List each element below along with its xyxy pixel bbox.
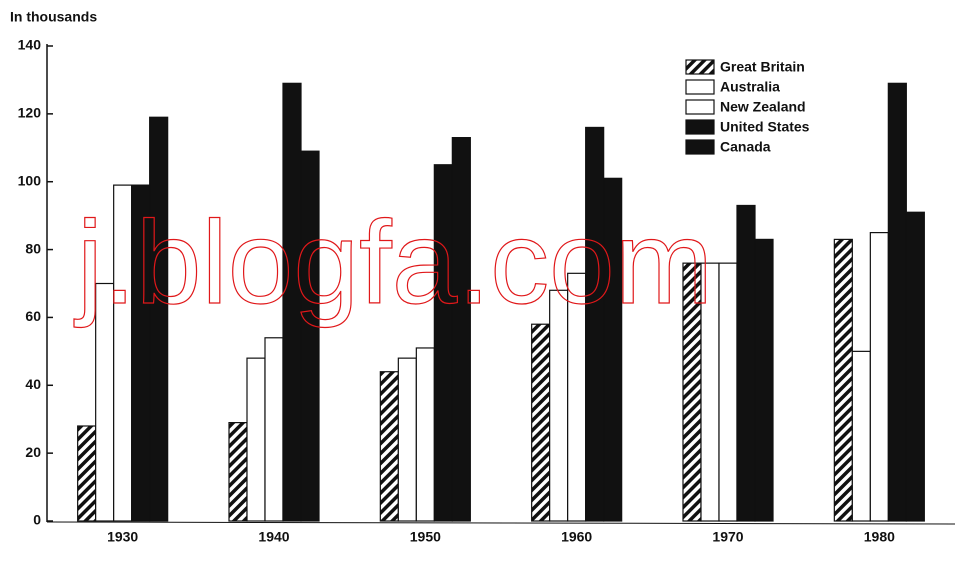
bar [736,204,756,522]
x-tick-label: 1960 [561,529,592,545]
bar [754,238,774,522]
legend-swatch [685,59,715,75]
y-axis-label: In thousands [10,9,97,25]
y-tick-label: 120 [18,105,42,121]
x-tick-label: 1930 [107,529,138,545]
bar [77,425,97,522]
legend-swatch [685,79,715,95]
bar [149,116,169,522]
bar [228,422,248,522]
legend-label: Canada [720,139,771,155]
bar [264,337,284,522]
bar [851,350,871,522]
y-tick-label: 20 [25,444,41,460]
x-tick-label: 1940 [258,529,289,545]
bar [397,357,417,522]
x-tick-label: 1950 [410,529,441,545]
legend-label: Australia [720,79,780,95]
y-tick-label: 0 [33,512,41,528]
bar [603,177,623,522]
y-tick-label: 80 [25,240,41,256]
y-tick-label: 100 [18,172,42,188]
legend-swatch [685,119,715,135]
legend-label: New Zealand [720,99,806,115]
bar [887,82,907,522]
x-tick-label: 1980 [864,529,895,545]
legend-swatch [685,139,715,155]
legend-label: Great Britain [720,59,805,75]
bar [718,262,738,522]
bar [246,357,266,522]
bar [379,371,399,522]
bar [451,137,471,522]
y-tick-label: 140 [18,37,42,53]
bar [869,232,889,522]
x-tick-label: 1970 [712,529,743,545]
bar [905,211,925,522]
bar [531,323,551,522]
legend-swatch [685,99,715,115]
bar [415,347,435,522]
bar [833,238,853,522]
x-axis [46,521,956,525]
watermark: j.blogfa.com [74,197,713,329]
y-tick-label: 40 [25,376,41,392]
bar [300,150,320,522]
y-tick-label: 60 [25,308,41,324]
legend-label: United States [720,119,810,135]
